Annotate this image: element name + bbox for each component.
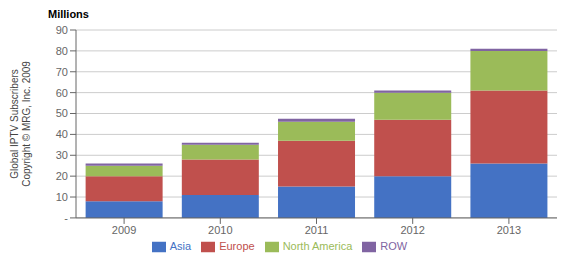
svg-text:2013: 2013 (497, 224, 521, 236)
svg-text:30: 30 (56, 149, 68, 161)
html-text:ROW: ROW (380, 239, 408, 252)
svg-text:-: - (64, 212, 68, 224)
svg-text:2012: 2012 (400, 224, 424, 236)
svg-text:50: 50 (56, 107, 68, 119)
svg-text:70: 70 (56, 66, 68, 78)
svg-text:20: 20 (56, 170, 68, 182)
svg-text:2010: 2010 (208, 224, 232, 236)
svg-text:40: 40 (56, 128, 68, 140)
svg-text:2009: 2009 (112, 224, 136, 236)
svg-text:2011: 2011 (305, 224, 329, 236)
svg-text:80: 80 (56, 45, 68, 57)
svg-text:60: 60 (56, 87, 68, 99)
html-text:Millions: Millions (48, 8, 89, 20)
html-text:Europe: Europe (219, 239, 255, 252)
html-text:North America: North America (282, 239, 353, 252)
html-text:Asia: Asia (169, 239, 192, 252)
svg-text:90: 90 (56, 24, 68, 36)
svg-text:Global IPTV SubscribersCopyrig: Global IPTV SubscribersCopyright © MRG, … (9, 61, 32, 187)
svg-text:10: 10 (56, 191, 68, 203)
